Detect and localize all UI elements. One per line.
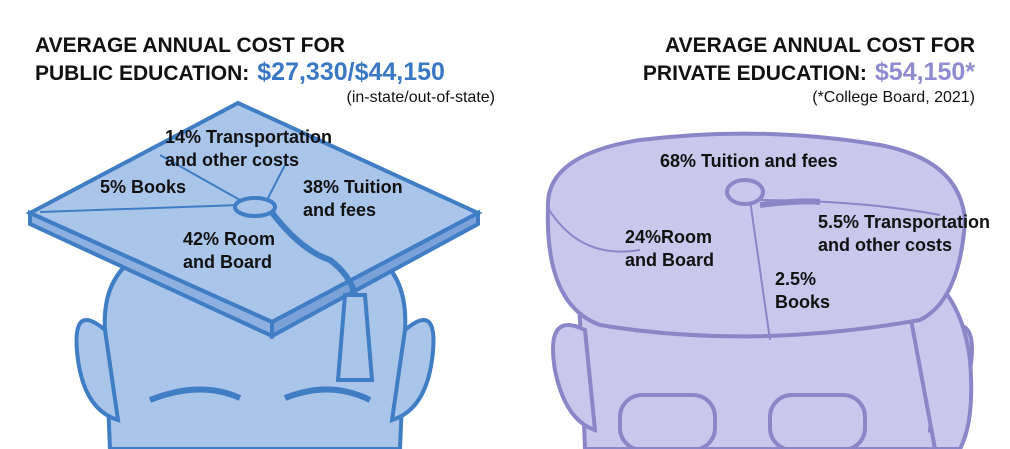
segment-label: and Board <box>183 252 272 272</box>
segment-label: 68% Tuition and fees <box>660 151 838 171</box>
segment-label: 24%Room <box>625 227 712 247</box>
segment-label: and Board <box>625 250 714 270</box>
segment-label: and fees <box>303 200 376 220</box>
panel-title: PRIVATE EDUCATION: $54,150* <box>643 58 975 86</box>
segment-label: 14% Transportation <box>165 127 332 147</box>
cost-amount: $54,150* <box>875 58 975 86</box>
panel-title: AVERAGE ANNUAL COST FOR <box>665 34 975 57</box>
panel-title-line: PUBLIC EDUCATION: <box>35 62 249 85</box>
segment-label: 5% Books <box>100 177 186 197</box>
source-note: (in-state/out-of-state) <box>347 89 496 106</box>
segment-label: 5.5% Transportation <box>818 212 990 232</box>
segment-label: and other costs <box>165 150 299 170</box>
segment-label: 42% Room <box>183 229 275 249</box>
segment-label: 38% Tuition <box>303 177 403 197</box>
panel-title: PUBLIC EDUCATION: $27,330/$44,150 <box>35 58 445 86</box>
cost-amount: $27,330/$44,150 <box>257 58 445 86</box>
private-head-illustration <box>545 131 974 449</box>
segment-label: Books <box>775 292 830 312</box>
segment-label: 2.5% <box>775 269 816 289</box>
public-head-illustration <box>25 100 483 449</box>
panel-title: AVERAGE ANNUAL COST FOR <box>35 34 345 57</box>
source-note: (*College Board, 2021) <box>812 89 975 106</box>
segment-label: and other costs <box>818 235 952 255</box>
panel-title-line: PRIVATE EDUCATION: <box>643 62 867 85</box>
